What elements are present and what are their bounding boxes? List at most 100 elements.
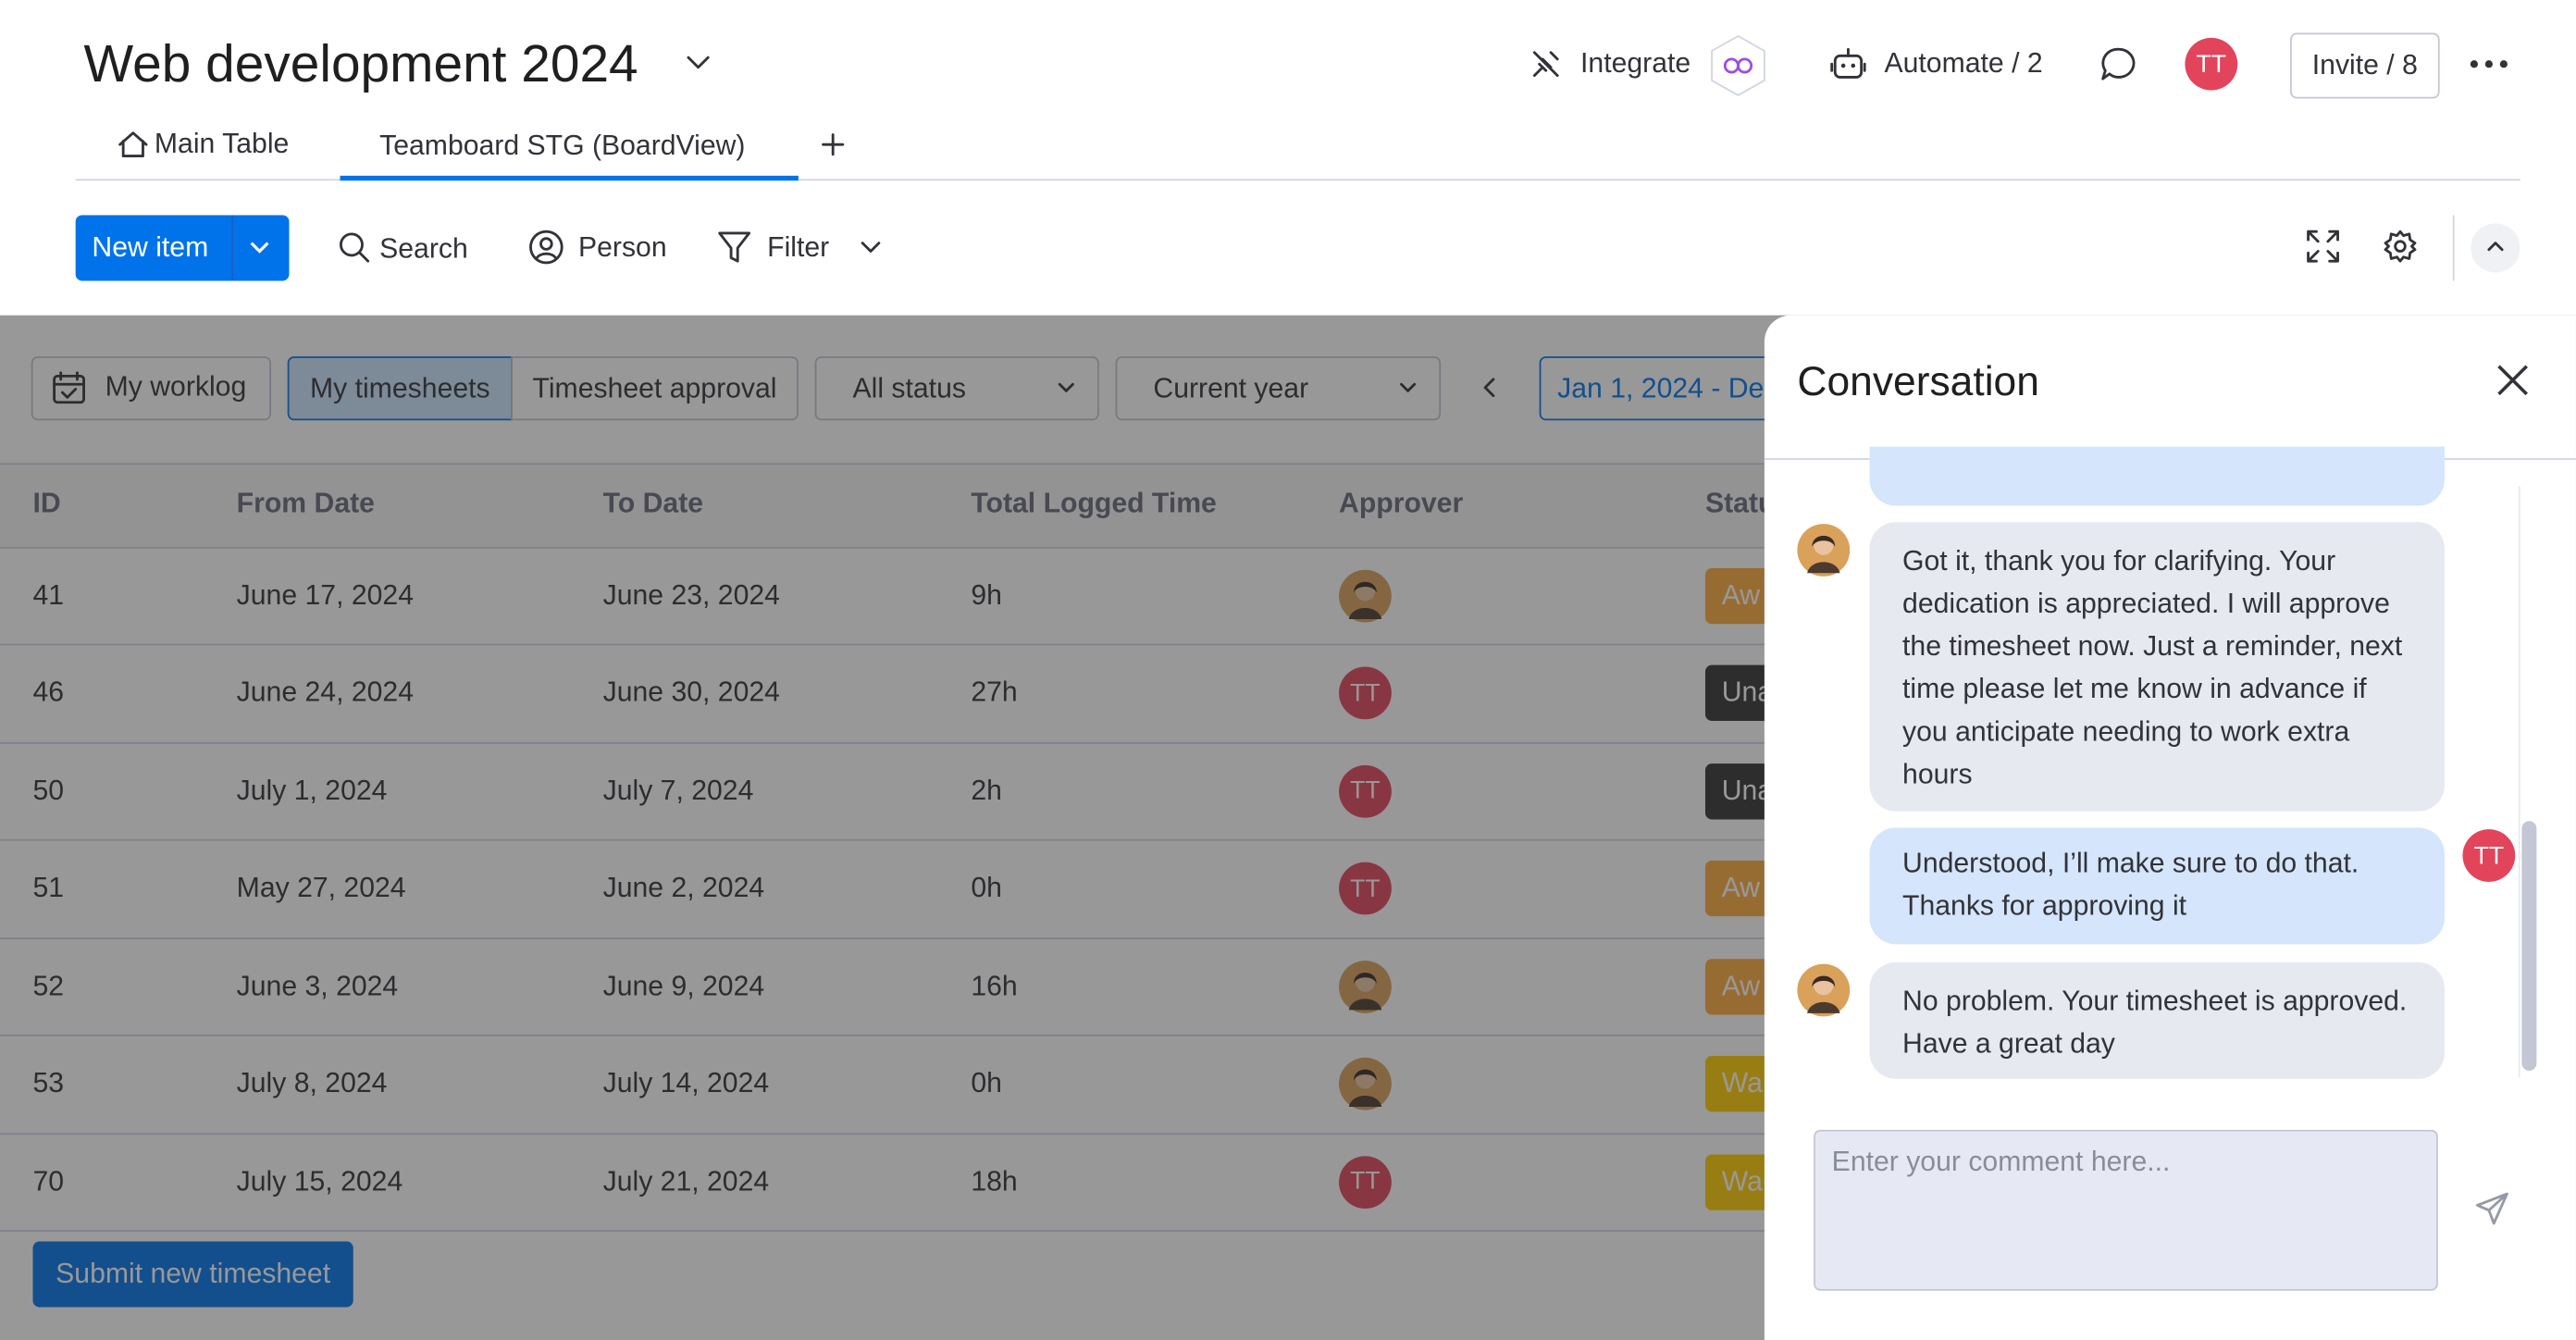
message-bubble: Got it, thank you for clarifying. Your d…	[1869, 522, 2445, 812]
search[interactable]: Search	[379, 232, 468, 265]
filter-menu[interactable]	[861, 242, 881, 254]
cell: May 27, 2024	[236, 872, 406, 903]
cell: 52	[32, 969, 65, 1001]
message-bubble: No problem. Your timesheet is approved. …	[1869, 962, 2445, 1079]
period-select[interactable]: Current year	[1115, 356, 1442, 421]
row-divider	[0, 1230, 2576, 1232]
cell: 53	[32, 1067, 65, 1099]
worklog-button[interactable]	[31, 356, 271, 421]
column-header: ID	[32, 488, 61, 519]
avatar-photo	[1339, 960, 1392, 1012]
cell: July 7, 2024	[602, 774, 754, 806]
cell: June 17, 2024	[236, 578, 415, 611]
row-divider	[0, 643, 2576, 646]
search-icon[interactable]	[339, 231, 370, 263]
column-header: Statu	[1704, 488, 1776, 519]
tab[interactable]: Main Table	[154, 128, 290, 160]
invite-button[interactable]: Invite / 8	[2290, 32, 2440, 99]
prev-range[interactable]	[1483, 378, 1495, 398]
column-header: Total Logged Time	[971, 488, 1217, 519]
comment-input[interactable]: Enter your comment here...	[1814, 1129, 2438, 1291]
author-avatar: TT	[2462, 829, 2516, 882]
row-divider	[0, 741, 2576, 743]
avatar-photo	[1797, 963, 1851, 1017]
status-chevron	[1058, 382, 1074, 392]
avatar-photo	[1339, 568, 1392, 622]
cell: 70	[32, 1165, 65, 1197]
more-menu[interactable]	[2470, 59, 2509, 69]
person-icon[interactable]	[529, 230, 564, 265]
status-select[interactable]: All status	[814, 356, 1099, 421]
cell: 16h	[971, 969, 1018, 1001]
updates-icon[interactable]	[2101, 47, 2137, 81]
scrollbar[interactable]	[2521, 821, 2537, 1071]
filter-icon[interactable]	[718, 231, 751, 264]
cell: July 15, 2024	[236, 1165, 403, 1197]
send-icon[interactable]	[2476, 1192, 2509, 1225]
column-header: Approver	[1339, 488, 1464, 519]
person[interactable]: Person	[577, 231, 667, 263]
collapse-icon[interactable]	[2487, 242, 2504, 252]
cell: 18h	[971, 1165, 1018, 1197]
toolbar-divider	[2452, 215, 2455, 281]
cell: June 3, 2024	[236, 969, 399, 1001]
submit-button[interactable]: Submit new timesheet	[32, 1241, 353, 1308]
user-avatar[interactable]: TT	[2185, 37, 2238, 91]
split	[231, 215, 234, 281]
automate-icon[interactable]	[1830, 47, 1866, 80]
cell: July 1, 2024	[236, 774, 388, 806]
conversation-panel: Conversation Got it, thank you for clari…	[1764, 315, 2576, 1340]
approver-avatar: TT	[1339, 862, 1392, 915]
cell: 0h	[971, 1067, 1002, 1099]
row-divider	[0, 1034, 2576, 1036]
cell: June 2, 2024	[602, 872, 765, 903]
add-view[interactable]	[822, 133, 845, 156]
row-divider	[0, 838, 2576, 841]
cell: June 23, 2024	[602, 578, 780, 611]
approver-avatar: TT	[1339, 666, 1392, 720]
panel-title: Conversation	[1797, 358, 2039, 405]
new-item-button[interactable]	[75, 215, 290, 281]
cell: 46	[32, 676, 65, 708]
approver-avatar: TT	[1339, 764, 1392, 817]
title-chevron[interactable]	[687, 55, 710, 71]
cell: June 24, 2024	[236, 676, 415, 708]
close-icon[interactable]	[2497, 365, 2529, 396]
new-item-menu[interactable]	[250, 242, 269, 254]
cell: 0h	[971, 872, 1002, 903]
cell: 27h	[971, 676, 1018, 708]
integrate[interactable]: Integrate	[1580, 47, 1691, 80]
cell: July 8, 2024	[236, 1067, 388, 1099]
approval-tab[interactable]: Timesheet approval	[511, 356, 799, 421]
cell: July 14, 2024	[602, 1067, 770, 1099]
cell: 41	[32, 578, 65, 611]
column-header: From Date	[236, 488, 375, 519]
integrate-icon[interactable]	[1531, 49, 1561, 79]
row-divider	[0, 1132, 2576, 1135]
filter[interactable]: Filter	[767, 231, 830, 263]
approver-avatar: TT	[1339, 1155, 1392, 1209]
column-header: To Date	[602, 488, 704, 519]
cell: 2h	[971, 774, 1002, 806]
tab-divider	[75, 179, 2520, 181]
cell: 51	[32, 872, 65, 903]
integration-badge[interactable]	[1710, 34, 1765, 96]
automate[interactable]: Automate / 2	[1884, 47, 2043, 80]
settings-icon[interactable]	[2384, 230, 2417, 263]
cell: 9h	[971, 578, 1002, 611]
tab-underline	[340, 175, 799, 181]
board-title[interactable]: Web development 2024	[83, 33, 638, 93]
row-divider	[0, 937, 2576, 939]
new-item-label[interactable]: New item	[92, 231, 209, 263]
home-icon[interactable]	[118, 131, 148, 157]
worklog[interactable]: My worklog	[105, 371, 247, 403]
timesheets-tab[interactable]: My timesheets	[287, 356, 513, 421]
cell: June 30, 2024	[602, 676, 780, 708]
tab-active[interactable]: Teamboard STG (BoardView)	[379, 130, 746, 161]
collapse-button[interactable]	[2471, 223, 2520, 273]
avatar-photo	[1797, 524, 1851, 577]
message-bubble-partial	[1869, 446, 2445, 506]
fullscreen-icon[interactable]	[2307, 230, 2340, 263]
